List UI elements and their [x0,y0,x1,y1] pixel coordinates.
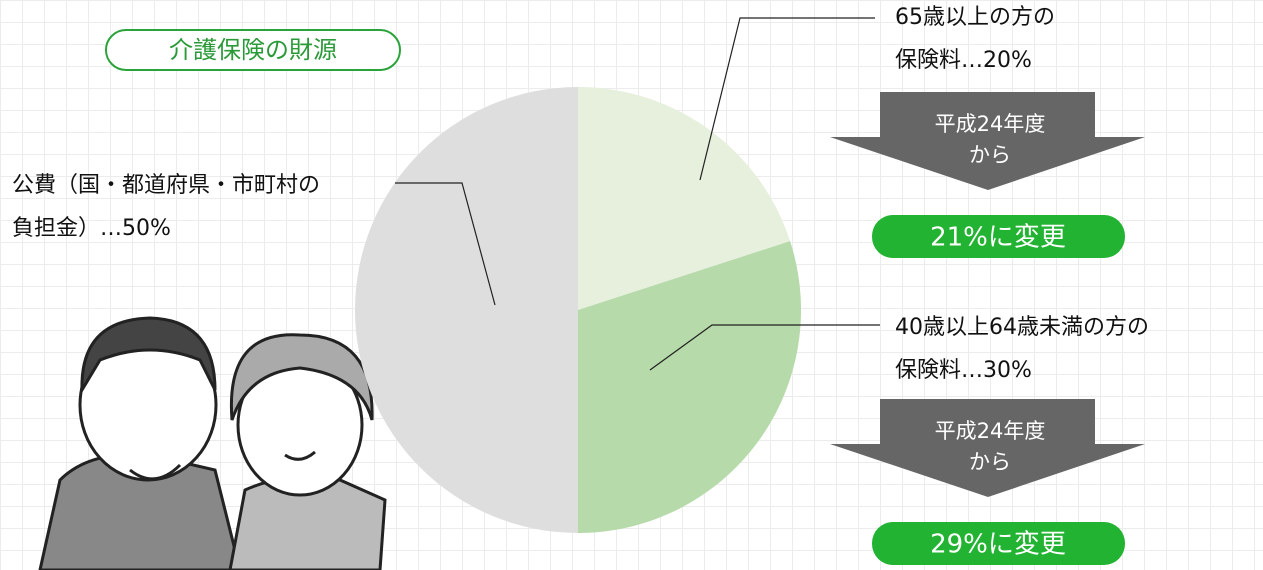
category-text: 65歳以上の方の [895,5,1055,30]
arrow-text: から [969,450,1011,474]
category-text: 保険料 [895,358,961,383]
result-text: 29%に変更 [930,530,1066,560]
category-text: 40歳以上64歳未満の方の [895,315,1149,340]
category-label: 保険料…20% [895,48,1032,73]
pie-slice [578,241,802,533]
category-text: 公費（国・都道府県・市町村の [12,173,320,198]
change-arrow [830,399,1145,497]
category-label: 保険料…30% [895,358,1032,383]
people-illustration [38,316,387,570]
arrow-text: 平成24年度 [935,419,1046,443]
title-box [105,29,401,71]
result-text: 21%に変更 [930,223,1066,253]
category-label: 負担金）…50% [12,216,171,241]
arrow-text: から [969,143,1011,167]
change-arrow [830,92,1145,190]
category-text: 負担金） [12,216,100,241]
leader-line [649,324,880,371]
leader-line [395,182,496,306]
leader-line [699,17,875,181]
result-pill [872,215,1125,258]
value-label: …50% [100,216,171,241]
category-label: 40歳以上64歳未満の方の [895,315,1149,340]
category-label: 65歳以上の方の [895,5,1055,30]
pie-slice [578,87,791,310]
category-label: 公費（国・都道府県・市町村の [12,173,320,198]
result-pill [872,522,1125,565]
value-label: …30% [961,358,1032,383]
category-text: 保険料 [895,48,961,73]
pie-slice [355,87,578,533]
chart-title: 介護保険の財源 [169,36,337,64]
value-label: …20% [961,48,1032,73]
arrow-text: 平成24年度 [935,112,1046,136]
